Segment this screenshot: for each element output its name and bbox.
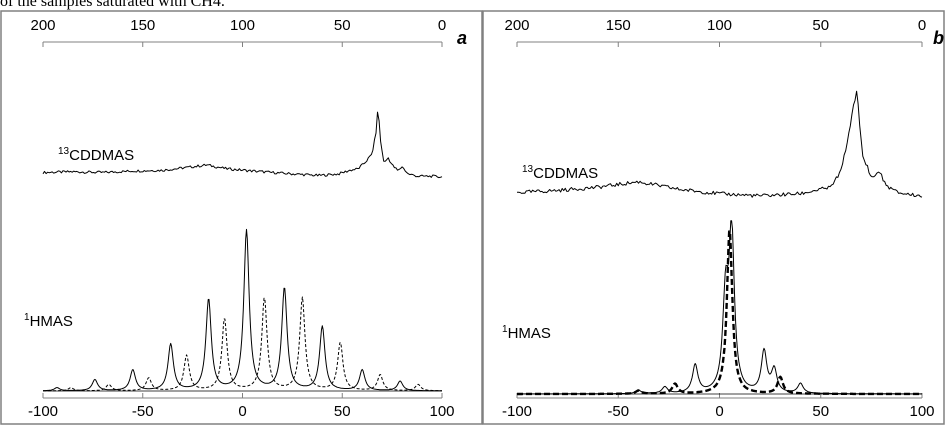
panel-b-13c-label: 13CDDMAS bbox=[522, 164, 598, 182]
panel-b-1h-label-sup: 1 bbox=[502, 324, 508, 335]
panel-a-traces bbox=[42, 111, 443, 392]
panel-b-bottom-axis-tick-label: 0 bbox=[715, 403, 723, 420]
panel-a-13c-label-sup: 13 bbox=[58, 146, 70, 157]
panel-b-top-axis-tick-label: 50 bbox=[812, 17, 829, 34]
panel-b-13c-label-sup: 13 bbox=[522, 164, 534, 175]
panel-a-frame bbox=[0, 10, 483, 425]
panel-a-1h-label-main: HMAS bbox=[30, 313, 73, 330]
panel-b-bottom-axis: -100 -50 0 50 100 bbox=[502, 393, 935, 420]
panel-b-bottom-axis-tick-label: 100 bbox=[909, 403, 934, 420]
panel-a-top-axis-tick-label: 200 bbox=[30, 17, 55, 34]
panel-b-bottom-axis-tick-label: 50 bbox=[812, 403, 829, 420]
figure-caption-fragment: of the samples saturated with CH4. bbox=[0, 0, 225, 10]
panel-b-1h-label-main: HMAS bbox=[508, 325, 551, 342]
panel-a-bottom-axis-tick-label: -50 bbox=[132, 403, 154, 420]
panel-a-letter: a bbox=[457, 28, 467, 48]
panel-b-top-axis: 200 150 100 50 0 bbox=[504, 17, 926, 47]
panel-b-series-2-dashed-line bbox=[516, 230, 923, 396]
panel-b-series-0-solid-line bbox=[517, 90, 923, 198]
panel-a-top-axis-tick-label: 0 bbox=[438, 17, 446, 34]
panel-a-series-2-dashed-line bbox=[42, 296, 442, 392]
panel-b-top-axis-tick-label: 100 bbox=[707, 17, 732, 34]
panel-a-bottom-axis-tick-label: 100 bbox=[429, 403, 454, 420]
panel-b-frame bbox=[482, 10, 945, 425]
panel-a-bottom-axis-tick-label: -100 bbox=[28, 403, 58, 420]
panel-b-top-axis-tick-label: 0 bbox=[918, 17, 926, 34]
panel-b-letter: b bbox=[933, 28, 944, 48]
panel-a-13c-label-main: CDDMAS bbox=[69, 147, 134, 164]
panel-a-top-axis-tick-label: 50 bbox=[334, 17, 351, 34]
panel-b-traces bbox=[516, 90, 923, 396]
panel-a-1h-label-sup: 1 bbox=[24, 312, 30, 323]
panel-a-top-axis-tick-label: 100 bbox=[230, 17, 255, 34]
panel-b-1h-label: 1HMAS bbox=[502, 324, 551, 342]
panel-a-13c-label: 13CDDMAS bbox=[58, 146, 134, 164]
panel-a-bottom-axis-tick-label: 50 bbox=[334, 403, 351, 420]
panel-a-top-axis: 200 150 100 50 0 bbox=[30, 17, 446, 47]
panel-b-top-axis-tick-label: 150 bbox=[606, 17, 631, 34]
panel-b-top-axis-tick-label: 200 bbox=[504, 17, 529, 34]
panel-a-series-1-solid-line bbox=[43, 228, 442, 392]
panel-b-bottom-axis-tick-label: -50 bbox=[607, 403, 629, 420]
panel-b: 200 150 100 50 0 -100 -50 0 50 100 b 13CDDMAS 1H… bbox=[502, 17, 944, 420]
panel-a-bottom-axis: -100 -50 0 50 100 bbox=[28, 393, 455, 420]
panel-a: 200 150 100 50 0 -100 -50 0 50 100 a 13CDDMAS 1H… bbox=[24, 17, 467, 420]
panel-b-bottom-axis-tick-label: -100 bbox=[502, 403, 532, 420]
panel-b-series-1-solid-line bbox=[517, 220, 922, 395]
panel-a-top-axis-tick-label: 150 bbox=[130, 17, 155, 34]
panel-a-1h-label: 1HMAS bbox=[24, 312, 73, 330]
panel-a-bottom-axis-tick-label: 0 bbox=[238, 403, 246, 420]
panel-b-13c-label-main: CDDMAS bbox=[533, 165, 598, 182]
panel-a-series-0-solid-line bbox=[42, 111, 443, 179]
